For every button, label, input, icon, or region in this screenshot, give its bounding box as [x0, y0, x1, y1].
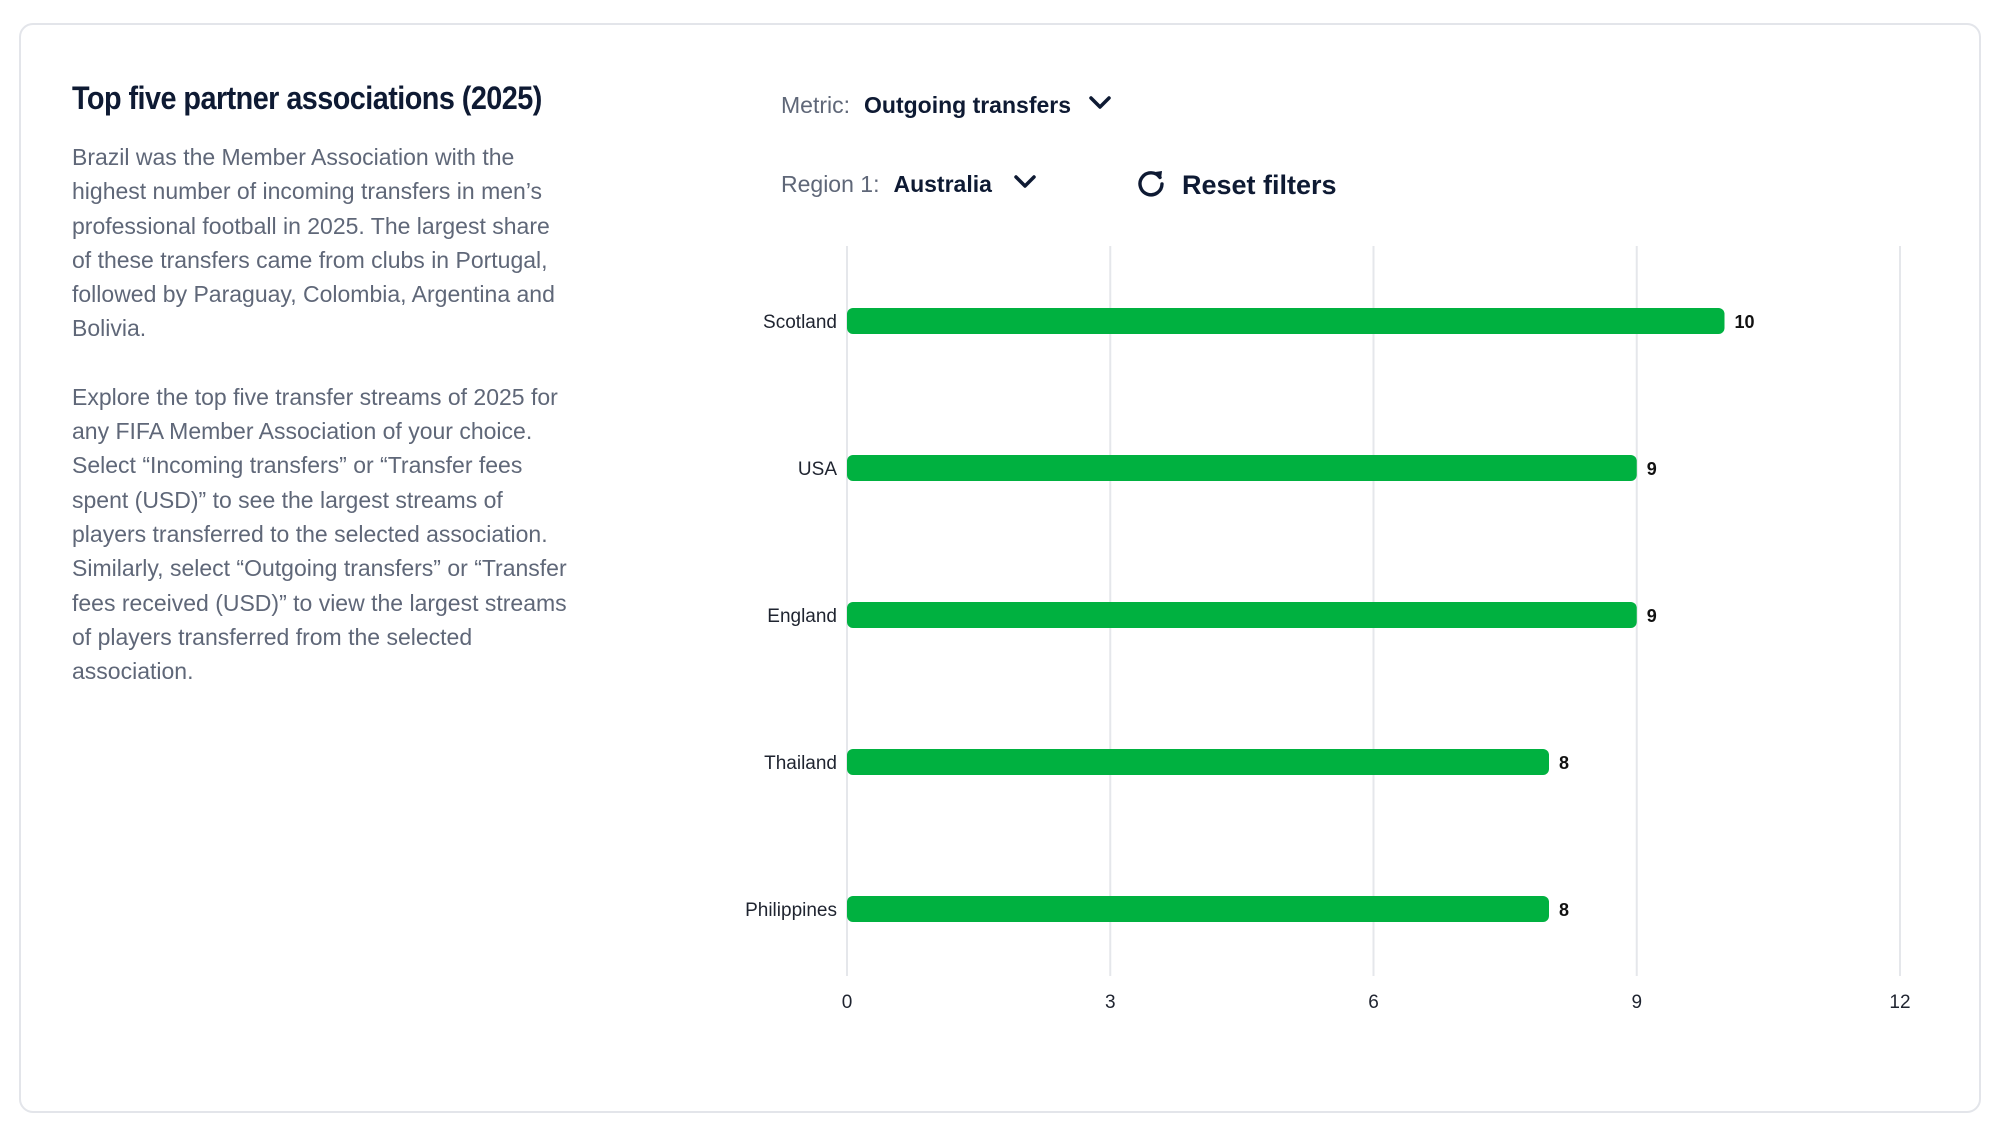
chart-card	[19, 23, 1981, 1113]
metric-label: Metric:	[781, 92, 850, 118]
description-paragraph-1: Brazil was the Member Association with t…	[72, 144, 555, 342]
bar	[847, 602, 1637, 628]
region-label: Region 1:	[781, 171, 880, 197]
page-title: Top five partner associations (2025)	[72, 80, 542, 116]
reset-filters-button[interactable]: Reset filters	[1136, 168, 1337, 203]
x-tick-label: 12	[1889, 992, 1910, 1013]
refresh-icon	[1136, 168, 1166, 203]
region-value: Australia	[893, 171, 992, 197]
x-tick-label: 6	[1368, 992, 1379, 1013]
bar	[847, 308, 1725, 334]
data-label: 8	[1559, 753, 1569, 773]
category-label: England	[767, 606, 837, 627]
x-tick-label: 0	[842, 992, 853, 1013]
region-dropdown[interactable]: Region 1: Australia	[781, 171, 1036, 198]
data-label: 8	[1559, 900, 1569, 920]
category-label: Scotland	[763, 312, 837, 333]
x-tick-label: 9	[1631, 992, 1642, 1013]
bar	[847, 749, 1549, 775]
category-label: Philippines	[745, 900, 837, 921]
description: Brazil was the Member Association with t…	[72, 140, 572, 722]
reset-filters-label: Reset filters	[1182, 170, 1337, 200]
metric-dropdown[interactable]: Metric: Outgoing transfers	[781, 92, 1111, 119]
description-paragraph-2: Explore the top five transfer streams of…	[72, 383, 567, 685]
bar	[847, 896, 1549, 922]
category-label: Thailand	[764, 753, 837, 774]
data-label: 9	[1647, 606, 1657, 626]
data-label: 10	[1735, 312, 1755, 332]
category-label: USA	[798, 459, 837, 480]
x-tick-label: 3	[1105, 992, 1116, 1013]
data-label: 9	[1647, 459, 1657, 479]
metric-value: Outgoing transfers	[864, 92, 1072, 118]
chevron-down-icon	[1014, 175, 1036, 194]
bar	[847, 455, 1637, 481]
chevron-down-icon	[1089, 96, 1111, 115]
